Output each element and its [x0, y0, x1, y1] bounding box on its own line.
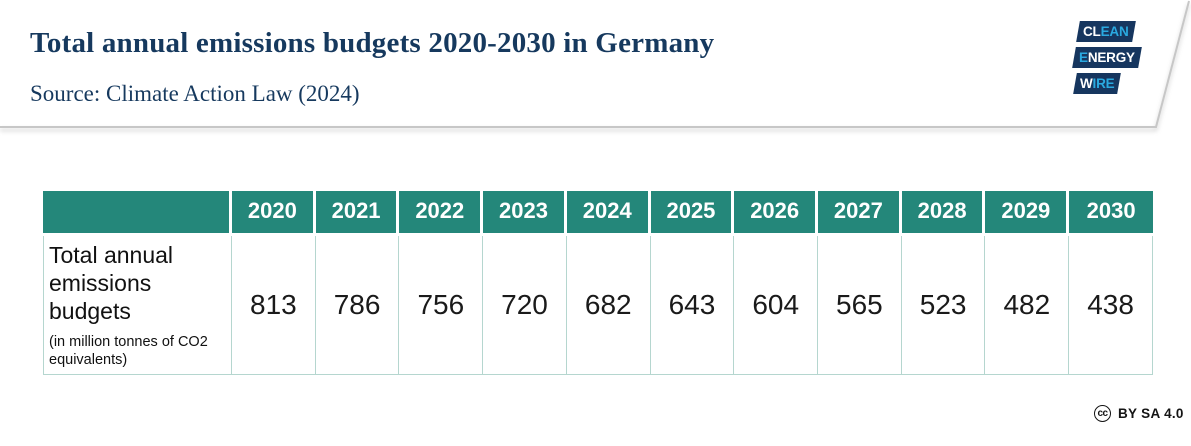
logo-text-clean: CLEAN: [1083, 24, 1129, 39]
year-header-2023: 2023: [483, 191, 567, 236]
budgets-data-row: Total annual emissions budgets (in milli…: [43, 236, 1153, 375]
year-header-row: 2020 2021 2022 2023 2024 2025 2026 2027 …: [43, 191, 1153, 236]
value-2021: 786: [315, 236, 400, 375]
year-header-2029: 2029: [985, 191, 1070, 236]
value-2020: 813: [232, 236, 316, 375]
logo-line-wire: WIRE: [1073, 73, 1122, 94]
value-2030: 438: [1069, 236, 1153, 375]
license-badge: cc BY SA 4.0: [1094, 405, 1184, 422]
cc-icon-glyph: cc: [1097, 407, 1108, 419]
year-header-2024: 2024: [566, 191, 651, 236]
source-line: Source: Climate Action Law (2024): [30, 81, 360, 106]
year-header-2020: 2020: [232, 191, 316, 236]
year-header-2030: 2030: [1069, 191, 1153, 236]
value-2029: 482: [985, 236, 1070, 375]
year-header-2026: 2026: [734, 191, 819, 236]
row-label-cell: Total annual emissions budgets (in milli…: [43, 236, 232, 375]
row-sublabel: (in million tonnes of CO2 equivalents): [49, 334, 208, 368]
chart-title: Total annual emissions budgets 2020-2030…: [30, 27, 715, 59]
logo-line-energy: ENERGY: [1072, 47, 1142, 68]
logo-text-wire: WIRE: [1080, 76, 1115, 91]
emissions-table: 2020 2021 2022 2023 2024 2025 2026 2027 …: [43, 191, 1153, 375]
value-2024: 682: [566, 236, 651, 375]
clean-energy-wire-logo: CLEAN ENERGY WIRE: [1072, 21, 1142, 94]
value-2026: 604: [734, 236, 819, 375]
year-header-2025: 2025: [650, 191, 735, 236]
logo-text-energy: ENERGY: [1079, 50, 1135, 65]
value-2022: 756: [399, 236, 484, 375]
year-header-2027: 2027: [818, 191, 902, 236]
banner-edge-line: [0, 0, 1190, 128]
creative-commons-icon: cc: [1094, 405, 1111, 422]
year-header-2021: 2021: [315, 191, 400, 236]
year-header-2028: 2028: [901, 191, 986, 236]
year-header-2022: 2022: [399, 191, 484, 236]
logo-line-clean: CLEAN: [1076, 21, 1136, 42]
corner-cell: [43, 191, 232, 236]
value-2028: 523: [901, 236, 986, 375]
license-label: BY SA 4.0: [1118, 406, 1184, 421]
value-2025: 643: [650, 236, 735, 375]
row-label: Total annual emissions budgets: [49, 242, 174, 325]
value-2023: 720: [483, 236, 567, 375]
value-2027: 565: [818, 236, 902, 375]
